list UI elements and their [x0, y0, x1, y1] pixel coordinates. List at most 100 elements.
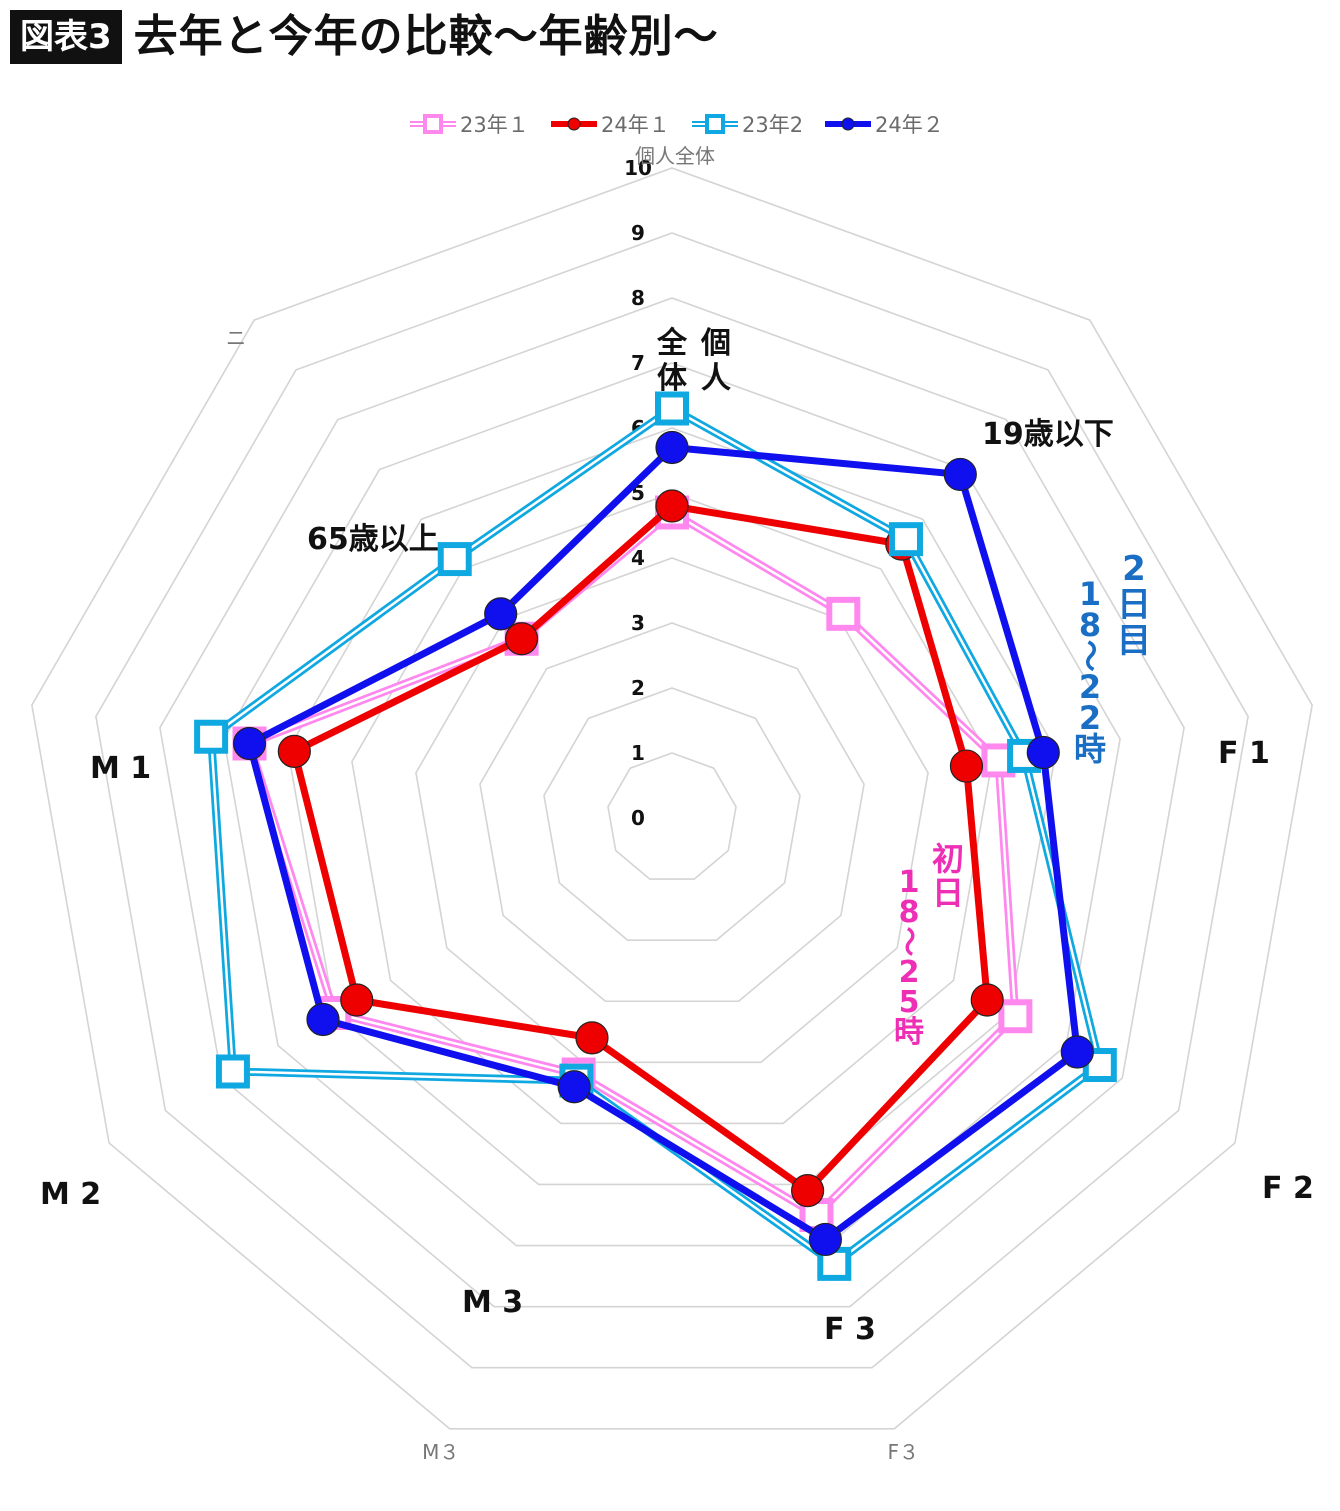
series-line: [246, 444, 1081, 1243]
series-line-inner: [209, 407, 1102, 1266]
grid-ring: [607, 752, 737, 880]
grid-ring: [543, 687, 801, 941]
annotation-char: 目: [1117, 621, 1151, 661]
tick-label: 7: [631, 351, 645, 375]
axis-label-char: 個: [700, 326, 731, 361]
annotation-char: 時: [1074, 730, 1106, 768]
series-marker: [484, 597, 518, 631]
legend-item: 24年２: [825, 113, 944, 137]
legend-label: 23年１: [460, 113, 529, 137]
series-marker: [1060, 1035, 1094, 1069]
annotation-column: 2日目: [1117, 549, 1151, 661]
grid-ring: [31, 167, 1313, 1430]
series-marker: [970, 983, 1004, 1017]
series-marker: [504, 622, 539, 656]
series-marker: [655, 430, 689, 465]
legend-item: 24年１: [551, 113, 670, 137]
tick-label: 10: [624, 156, 652, 180]
tick-label: 8: [631, 286, 645, 310]
legend-item: 23年１: [410, 113, 529, 137]
grid-ring: [159, 297, 1185, 1308]
radar-series: [194, 391, 1117, 1281]
tick-label: 0: [631, 806, 645, 830]
series-marker: [808, 1222, 842, 1257]
axis-label: M 3: [462, 1285, 523, 1320]
axis-label: 19歳以下: [982, 417, 1114, 452]
annotation-char: 5: [899, 985, 920, 1020]
annotation-char: 8: [1079, 606, 1101, 644]
series-marker: [557, 1070, 591, 1104]
legend-label: 24年２: [875, 113, 944, 137]
axis-label: 65歳以上: [307, 522, 439, 557]
figure-badge: 図表3: [10, 10, 122, 64]
annotation-column: 18〜22時: [1071, 575, 1109, 768]
base-axis-label: F３: [887, 1440, 919, 1464]
series-marker: [791, 1173, 825, 1208]
tick-label: 2: [631, 676, 645, 700]
series-3: [194, 391, 1117, 1281]
annotation-char: 2: [1122, 549, 1146, 589]
chart-subtitle: 個人全体: [635, 144, 715, 168]
series-marker: [340, 983, 374, 1017]
grid-ring: [415, 557, 929, 1064]
axis-label-char: 人: [701, 361, 731, 396]
annotation-char: 時: [894, 1015, 924, 1050]
annotation-char: 〜: [891, 927, 926, 957]
base-axis-label: M３: [422, 1440, 459, 1464]
annotation-char: 1: [899, 865, 920, 900]
legend-swatch-marker: [841, 117, 855, 131]
axis-label-char: 全: [656, 326, 688, 361]
series-marker: [277, 734, 311, 769]
tick-label: 1: [631, 741, 645, 765]
series-marker: [215, 1054, 250, 1089]
annotation-char: 日: [932, 874, 964, 912]
series-marker: [232, 726, 267, 761]
legend-swatch-marker: [423, 114, 443, 134]
axis-label: F 3: [824, 1312, 876, 1347]
series-marker: [888, 522, 923, 557]
figure-title: 去年と今年の比較〜年齢別〜: [133, 11, 719, 62]
series-line: [290, 502, 991, 1195]
series-marker: [655, 391, 689, 426]
axis-label: F 1: [1218, 736, 1270, 771]
annotation-char: 初: [932, 840, 964, 878]
annotation-char: 1: [1079, 575, 1101, 613]
grid-ring: [479, 622, 865, 1003]
axis-label: F 2: [1262, 1171, 1314, 1206]
series-line-inner: [248, 511, 1017, 1217]
series-marker: [655, 489, 689, 523]
legend-item: 23年2: [692, 113, 803, 137]
axis-label: M 1: [90, 751, 151, 786]
series-marker: [194, 719, 229, 754]
series-marker: [826, 596, 861, 631]
legend-label: 23年2: [742, 113, 803, 137]
axis-label-char: 体: [657, 361, 688, 396]
annotation-char: 8: [899, 895, 920, 930]
annotation-char: 〜: [1071, 640, 1109, 672]
series-2: [277, 489, 1004, 1208]
annotation-column: 初日: [932, 840, 964, 912]
axis-label: M 2: [40, 1177, 101, 1212]
annotation-char: 2: [899, 955, 920, 990]
series-marker: [1026, 735, 1060, 770]
grid-ring: [95, 232, 1249, 1369]
figure-header: 図表3 去年と今年の比較〜年齢別〜: [10, 6, 719, 68]
overlay-axis-labels: 個人全体 19歳以下 F 1 F 2 F 3 M 3 M 2 M 1 65歳以上: [40, 326, 1314, 1347]
stray-mark: ニ: [226, 326, 246, 350]
series-4: [232, 430, 1094, 1257]
series-marker: [306, 1002, 340, 1037]
tick-label: 9: [631, 221, 645, 245]
tick-label: 4: [631, 546, 645, 570]
legend-label: 24年１: [601, 113, 670, 137]
radar-base-axis-labels: M３ F３: [422, 1440, 919, 1464]
legend-swatch-marker: [567, 117, 581, 131]
series-marker: [437, 542, 472, 577]
annotation-column: 18〜25時: [891, 865, 926, 1050]
series-marker: [949, 749, 984, 783]
chart-legend: 23年１ 24年１ 23年2 24年２: [410, 113, 944, 137]
annotation-char: 2: [1079, 699, 1101, 737]
annotation-char: 日: [1117, 585, 1151, 625]
grid-ring: [223, 362, 1121, 1247]
tick-label: 3: [631, 611, 645, 635]
